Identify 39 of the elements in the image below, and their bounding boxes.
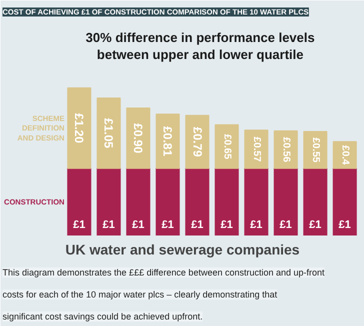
bar xyxy=(96,168,121,236)
data-label: £1 xyxy=(73,219,86,232)
bar xyxy=(126,108,150,169)
bar xyxy=(244,130,268,169)
data-label: £1 xyxy=(338,219,351,232)
text: This diagram demonstrates the £££ difference between construction and up-front costs for each of the 10 major water plcs – clearly demonstrating that significant cost savings could be achieved upfront. xyxy=(2,268,325,322)
x-axis-title: UK water and sewerage companies xyxy=(65,242,300,258)
data-label: £1 xyxy=(309,219,322,232)
data-label: £0.90 xyxy=(131,123,146,154)
bar xyxy=(274,168,298,236)
bar xyxy=(126,168,150,236)
data-label: £1 xyxy=(220,219,233,232)
bar xyxy=(96,97,121,169)
data-label: £1 xyxy=(102,219,115,232)
data-label: £0.79 xyxy=(190,126,204,158)
data-label: £0.4 xyxy=(339,145,350,166)
bar xyxy=(244,168,268,236)
data-label: £1 xyxy=(162,219,174,232)
data-label: £1.20 xyxy=(72,113,86,144)
bar xyxy=(156,168,180,236)
text: 30% difference in performance levels between upper and lower quartile xyxy=(86,30,315,62)
data-label: £1 xyxy=(191,219,204,232)
data-label: £0.65 xyxy=(221,134,232,160)
bar xyxy=(67,87,92,169)
data-label: £0.81 xyxy=(160,126,175,157)
data-label: £0.57 xyxy=(250,136,262,162)
bar xyxy=(156,114,180,169)
data-label: £1.05 xyxy=(102,118,116,149)
bar xyxy=(332,168,357,236)
bar xyxy=(67,168,92,236)
data-label: £1 xyxy=(132,219,144,232)
bar xyxy=(185,168,210,236)
data-label: £0.55 xyxy=(310,137,321,163)
bar xyxy=(214,168,239,236)
bar xyxy=(185,114,210,169)
data-label: £1 xyxy=(250,219,262,232)
data-label: £0.56 xyxy=(280,137,292,163)
bar xyxy=(303,168,328,236)
data-label: £1 xyxy=(280,219,292,232)
